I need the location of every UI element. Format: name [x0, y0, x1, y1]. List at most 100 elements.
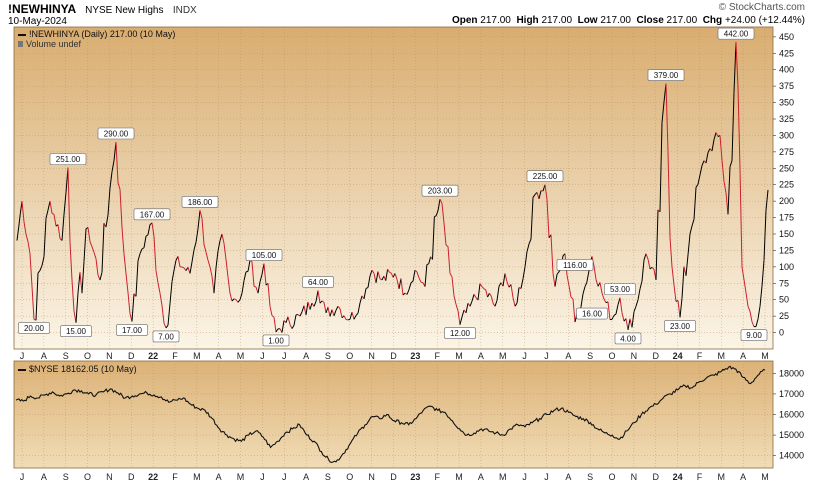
- annotation-label: 20.00: [18, 322, 50, 334]
- series-segment: [29, 253, 33, 287]
- series-segment: [396, 279, 400, 289]
- annotation-label: 167.00: [133, 208, 171, 221]
- series-segment: [107, 187, 111, 216]
- series-segment: [21, 201, 25, 222]
- svg-text:17.00: 17.00: [122, 326, 143, 335]
- series-segment: [516, 287, 520, 304]
- series-segment: [392, 273, 396, 278]
- x-tick-label: 23: [410, 351, 420, 361]
- y-tick-label: 325: [779, 114, 794, 124]
- x-tick-label: N: [106, 472, 113, 482]
- series-segment: [319, 300, 323, 304]
- series-segment: [400, 278, 404, 296]
- low-label: Low: [577, 15, 598, 26]
- upper-x-axis: J A S O N D 22 F M A M J J A S O N D 23 F M A M J J A S O N D 24 F M A M: [20, 351, 769, 361]
- svg-text:186.00: 186.00: [188, 198, 213, 207]
- series-segment: [498, 282, 502, 287]
- series-segment: [41, 256, 45, 266]
- y-tick-label: 375: [779, 81, 794, 91]
- series-segment: [18, 213, 21, 228]
- x-tick-label: J: [282, 351, 287, 361]
- series-segment: [727, 166, 731, 215]
- brand-logo[interactable]: © StockCharts.com: [718, 2, 805, 13]
- series-segment: [635, 299, 639, 307]
- series-segment: [566, 274, 570, 286]
- chg-label: Chg: [702, 15, 723, 26]
- series-segment: [667, 151, 671, 238]
- series-segment: [335, 306, 339, 311]
- series-segment: [377, 271, 381, 279]
- x-tick-label: F: [697, 351, 703, 361]
- low-value: 217.00: [600, 15, 631, 26]
- series-segment: [287, 316, 291, 325]
- series-segment: [217, 240, 221, 252]
- series-segment: [697, 174, 701, 185]
- x-tick-label: S: [587, 472, 593, 482]
- series-segment: [669, 237, 673, 267]
- peak-annotations: 20.00 251.00 15.00 290.00 17.00 167.00 7.00 186…: [18, 27, 768, 347]
- series-segment: [729, 160, 733, 168]
- series-segment: [93, 252, 97, 259]
- svg-text:379.00: 379.00: [654, 71, 679, 80]
- series-segment: [357, 302, 361, 314]
- series-segment: [101, 223, 105, 273]
- series-segment: [199, 210, 203, 219]
- series-segment: [489, 292, 492, 297]
- x-tick-label: F: [434, 472, 440, 482]
- series-segment: [221, 233, 225, 244]
- svg-text:16.00: 16.00: [582, 310, 603, 319]
- series-segment: [119, 189, 123, 228]
- series-segment: [223, 243, 227, 260]
- series-segment: [71, 279, 75, 311]
- x-tick-label: A: [565, 472, 571, 482]
- series-segment: [645, 253, 649, 260]
- series-segment: [735, 42, 739, 87]
- x-tick-label: A: [565, 351, 571, 361]
- x-tick-label: O: [84, 472, 91, 482]
- series-segment: [580, 293, 584, 307]
- x-tick-label: F: [172, 472, 178, 482]
- series-segment: [373, 273, 377, 283]
- series-segment: [67, 167, 71, 243]
- svg-text:442.00: 442.00: [724, 30, 749, 39]
- series-segment: [711, 139, 715, 152]
- series-segment: [457, 310, 461, 325]
- series-segment: [83, 228, 87, 262]
- y-tick-label: 100: [779, 262, 794, 272]
- chart-symbol: !NEWHINYA NYSE New Highs INDX: [8, 2, 197, 16]
- series-segment: [510, 284, 514, 298]
- series-segment: [69, 241, 73, 281]
- annotation-label: 53.00: [604, 283, 636, 296]
- x-tick-label: A: [41, 472, 47, 482]
- series-segment: [481, 286, 485, 290]
- series-segment: [49, 201, 53, 214]
- series-segment: [201, 218, 205, 245]
- newhighs-series: [16, 42, 769, 333]
- series-segment: [607, 301, 611, 320]
- series-segment: [257, 281, 261, 294]
- x-tick-label: N: [631, 351, 638, 361]
- series-segment: [161, 305, 165, 324]
- series-segment: [631, 311, 635, 328]
- x-tick-label: D: [390, 472, 397, 482]
- svg-text:1.00: 1.00: [268, 336, 284, 345]
- series-segment: [416, 271, 420, 278]
- series-segment: [494, 300, 498, 307]
- series-segment: [381, 275, 385, 281]
- series-segment: [135, 260, 139, 297]
- series-segment: [155, 270, 159, 283]
- series-segment: [651, 266, 655, 270]
- x-tick-label: 22: [148, 351, 158, 361]
- series-segment: [435, 209, 439, 216]
- series-segment: [528, 238, 532, 245]
- series-segment: [193, 242, 197, 251]
- annotation-label: 4.00: [614, 332, 642, 345]
- x-tick-label: O: [346, 472, 353, 482]
- series-segment: [593, 265, 597, 280]
- series-segment: [699, 165, 703, 175]
- series-segment: [219, 233, 223, 241]
- series-segment: [687, 233, 691, 256]
- lower-y-axis: 14000 15000 16000 17000 18000: [773, 368, 804, 461]
- series-segment: [418, 277, 422, 283]
